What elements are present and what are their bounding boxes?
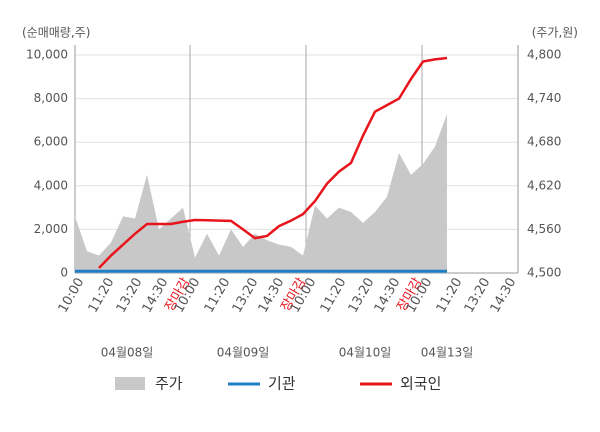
price-area bbox=[75, 113, 447, 273]
x-tick-label: 11:20 bbox=[318, 276, 350, 316]
x-tick-label: 14:30 bbox=[488, 276, 520, 316]
y2-tick-label: 4,800 bbox=[527, 48, 561, 62]
y2-axis-title: (주가,원) bbox=[532, 26, 578, 40]
y2-tick-label: 4,500 bbox=[527, 266, 561, 280]
x-tick-label: 11:20 bbox=[202, 276, 234, 316]
legend-label: 외국인 bbox=[400, 375, 441, 393]
y-tick-label: 10,000 bbox=[26, 48, 68, 62]
date-label: 04월13일 bbox=[421, 346, 474, 360]
y2-tick-label: 4,740 bbox=[527, 91, 561, 105]
y-tick-label: 0 bbox=[60, 266, 68, 280]
y2-tick-label: 4,560 bbox=[527, 222, 561, 236]
y-axis-title: (순매매량,주) bbox=[22, 26, 90, 40]
date-label: 04월09일 bbox=[217, 346, 270, 360]
legend-label: 기관 bbox=[268, 375, 296, 393]
y-tick-label: 2,000 bbox=[34, 222, 68, 236]
y2-tick-label: 4,620 bbox=[527, 178, 561, 192]
date-label: 04월10일 bbox=[339, 346, 392, 360]
x-tick-label: 11:20 bbox=[434, 276, 466, 316]
y2-tick-label: 4,680 bbox=[527, 135, 561, 149]
y-tick-label: 6,000 bbox=[34, 135, 68, 149]
x-tick-label: 11:20 bbox=[86, 276, 118, 316]
x-tick-label: 10:00 bbox=[56, 276, 88, 316]
date-label: 04월08일 bbox=[101, 346, 154, 360]
legend-label: 주가 bbox=[155, 375, 183, 393]
y-tick-label: 8,000 bbox=[34, 91, 68, 105]
y-tick-label: 4,000 bbox=[34, 178, 68, 192]
legend-swatch bbox=[115, 377, 145, 390]
series-line bbox=[98, 56, 448, 269]
